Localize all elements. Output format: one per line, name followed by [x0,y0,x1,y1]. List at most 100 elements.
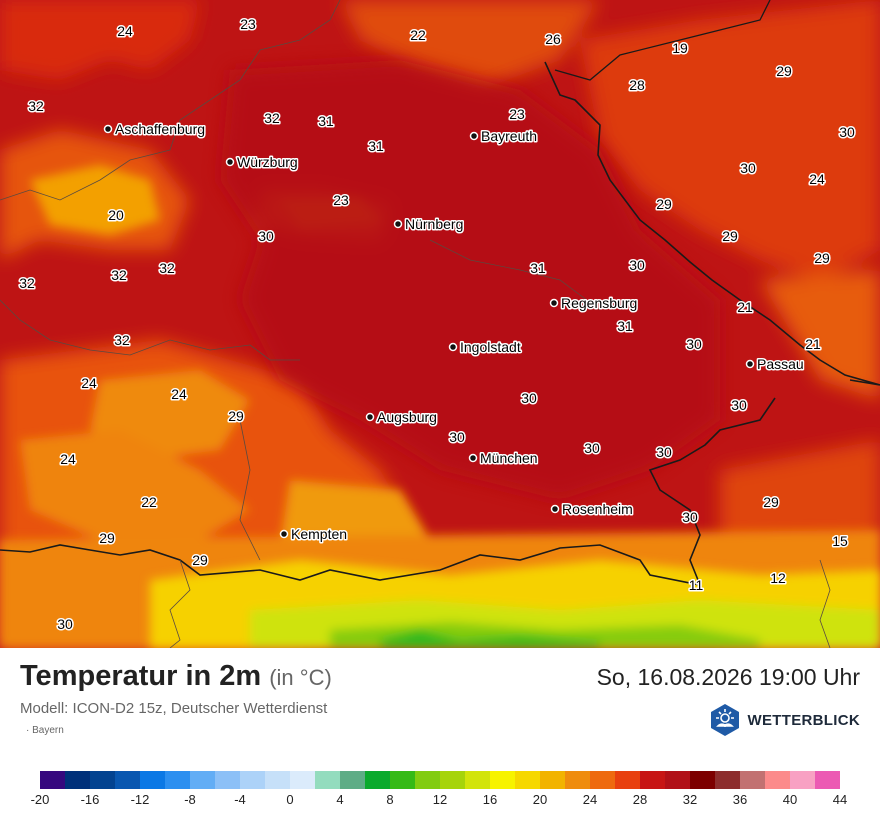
scale-swatch [165,771,190,789]
city-dot [745,359,755,369]
region-name: Bayern [32,725,64,736]
scale-tick-label: 16 [482,792,498,807]
temperature-label: 30 [682,509,698,525]
scale-tick-label: -12 [130,792,150,807]
scale-swatch [640,771,665,789]
temperature-label: 31 [318,113,334,129]
city-dot [225,157,235,167]
temperature-label: 26 [545,31,561,47]
city-dot [469,131,479,141]
city-name: Rosenheim [562,501,633,517]
scale-swatch [115,771,140,789]
scale-tick-label: -20 [30,792,50,807]
scale-tick-label: 24 [582,792,598,807]
scale-tick-label: 0 [286,792,294,807]
temperature-label: 29 [814,250,830,266]
unit-label: (in °C) [269,665,332,690]
city-name: München [480,450,538,466]
scale-swatch [65,771,90,789]
temperature-label: 30 [584,440,600,456]
temperature-label: 30 [258,228,274,244]
city-name: Passau [757,356,804,372]
scale-swatch [440,771,465,789]
temperature-labels: 24 23 22 26 19 28 29 32 32 31 23 30 31 30 24 23 29 20 30 29… [18,15,857,634]
scale-swatch [215,771,240,789]
color-scale-ticks: -20 -16 -12 -8 -4 0 4 8 12 16 20 24 28 32 36 40 44 [31,792,848,808]
temperature-label: 32 [19,275,35,291]
temperature-label: 23 [240,16,256,32]
city-dot [279,529,289,539]
temperature-label: 30 [656,444,672,460]
temperature-label: 24 [81,375,97,391]
city-dot [550,504,560,514]
temperature-field [0,0,880,648]
city-marker[interactable]: Bayreuth [469,127,539,146]
city-marker[interactable]: Regensburg [549,294,639,313]
temperature-label: 31 [368,138,384,154]
city-name: Ingolstadt [460,339,521,355]
city-marker[interactable]: Nürnberg [393,215,465,234]
temperature-label: 32 [264,110,280,126]
scale-swatch [715,771,740,789]
scale-swatch [765,771,790,789]
scale-swatch [790,771,815,789]
temperature-label: 23 [333,192,349,208]
temperature-label: 30 [57,616,73,632]
city-name: Augsburg [377,409,437,425]
city-marker[interactable]: München [468,449,539,468]
scale-swatch [540,771,565,789]
city-marker[interactable]: Rosenheim [550,500,634,519]
city-marker[interactable]: Kempten [279,525,349,544]
city-marker[interactable]: Passau [745,355,805,374]
scale-tick-label: 44 [832,792,848,807]
city-marker[interactable]: Ingolstadt [448,338,522,357]
temperature-label: 15 [832,533,848,549]
scale-swatch [340,771,365,789]
city-marker[interactable]: Augsburg [365,408,438,427]
scale-swatch [515,771,540,789]
temperature-label: 30 [449,429,465,445]
temperature-map[interactable]: 24 23 22 26 19 28 29 32 32 31 23 30 31 30 24 23 29 20 30 29… [0,0,880,648]
city-dot [103,124,113,134]
city-marker[interactable]: Würzburg [225,153,299,172]
scale-swatch [590,771,615,789]
scale-swatch [490,771,515,789]
region-label: · Bayern [26,725,64,736]
scale-swatch [815,771,840,789]
title-text: Temperatur in 2m [20,660,262,692]
city-name: Regensburg [561,295,637,311]
temperature-label: 32 [111,267,127,283]
temperature-label: 21 [737,299,753,315]
temperature-label: 31 [617,318,633,334]
temperature-label: 24 [809,171,825,187]
temperature-label: 24 [60,451,76,467]
temperature-label: 24 [117,23,133,39]
temperature-label: 29 [228,408,244,424]
scale-tick-label: 4 [336,792,344,807]
temperature-label: 19 [672,40,688,56]
scale-swatch [190,771,215,789]
city-dot [365,412,375,422]
scale-tick-label: 40 [782,792,798,807]
temperature-label: 23 [509,106,525,122]
scale-tick-label: -4 [234,792,246,807]
temperature-label: 21 [805,336,821,352]
temperature-label: 24 [171,386,187,402]
temperature-label: 31 [530,260,546,276]
border-lines [0,0,880,648]
brand-logo[interactable]: WETTERBLICK [708,703,860,737]
scale-tick-label: 36 [732,792,748,807]
city-dot [393,219,403,229]
scale-tick-label: 12 [432,792,448,807]
temperature-label: 29 [776,63,792,79]
scale-swatch [665,771,690,789]
brand-name: WETTERBLICK [747,711,860,729]
temperature-label: 20 [108,207,124,223]
city-dot [468,453,478,463]
temperature-label: 32 [114,332,130,348]
scale-swatch [615,771,640,789]
city-name: Würzburg [237,154,298,170]
scale-swatch [740,771,765,789]
temperature-label: 30 [731,397,747,413]
city-marker[interactable]: Aschaffenburg [103,120,207,139]
